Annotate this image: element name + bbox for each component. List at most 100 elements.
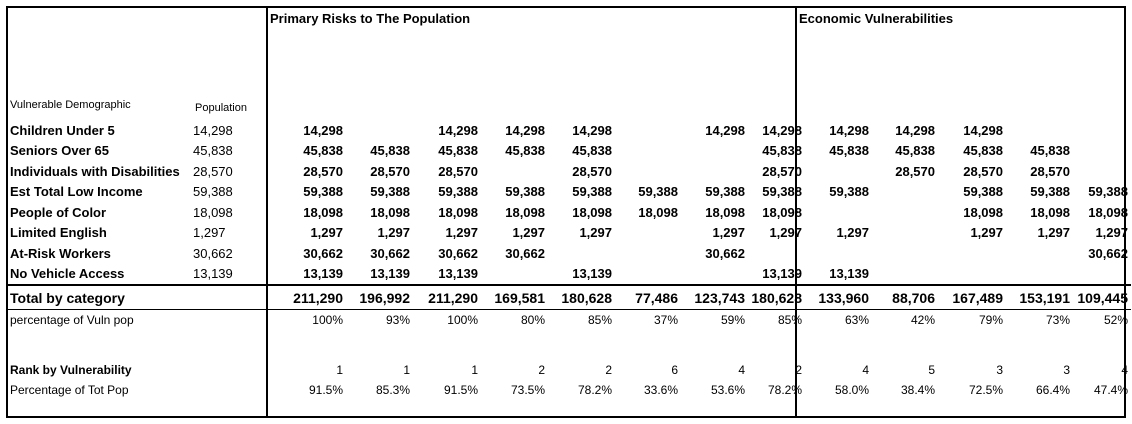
value-cell: 6 — [671, 362, 678, 377]
value-cell — [1006, 120, 1073, 141]
value-cell: 180,628 — [748, 284, 805, 310]
row-label: Seniors Over 65 — [10, 143, 109, 159]
population-cell — [193, 380, 267, 401]
row-label: No Vehicle Access — [10, 266, 125, 282]
value-cell: 1,297 — [512, 225, 545, 241]
row-label — [8, 331, 193, 360]
value-cell: 1,297 — [377, 225, 410, 241]
value-cell — [681, 264, 748, 286]
value-cell: 85% — [777, 313, 802, 328]
value-cell: 42% — [910, 313, 935, 328]
value-cell: 109,445 — [1073, 284, 1131, 310]
value-cell: 28,570 — [370, 163, 410, 179]
population-cell: 45,838 — [193, 143, 233, 159]
value-cell — [615, 331, 681, 360]
value-cell: 28,570 — [895, 163, 935, 179]
value-cell: 180,628 — [548, 284, 615, 310]
value-cell: 59,388 — [572, 184, 612, 200]
value-cell: 1,297 — [1037, 225, 1070, 241]
value-cell: 14,298 — [895, 122, 935, 138]
value-cell: 91.5% — [308, 383, 343, 398]
value-cell: 196,992 — [346, 284, 413, 310]
value-cell: 13,139 — [829, 266, 869, 282]
row-label: Individuals with Disabilities — [10, 163, 180, 179]
value-cell: 167,489 — [938, 284, 1006, 310]
population-cell — [193, 284, 267, 310]
table-row: No Vehicle Access 13,139 13,139 13,139 13,13… — [8, 264, 1131, 286]
value-cell: 59,388 — [370, 184, 410, 200]
value-cell: 66.4% — [1035, 383, 1070, 398]
value-cell: 52% — [1103, 313, 1128, 328]
value-cell: 45,838 — [829, 143, 869, 159]
value-cell — [1073, 331, 1131, 360]
value-cell — [938, 243, 1006, 264]
value-cell — [1006, 243, 1073, 264]
value-cell: 1,297 — [769, 225, 802, 241]
value-cell — [548, 331, 615, 360]
value-cell: 211,290 — [267, 284, 346, 310]
row-label: People of Color — [10, 204, 107, 220]
table-row: Individuals with Disabilities 28,570 28,57… — [8, 161, 1131, 182]
divider-primary-risks — [266, 6, 268, 418]
value-cell: 28,570 — [438, 163, 478, 179]
value-cell: 88,706 — [872, 284, 938, 310]
value-cell: 28,570 — [762, 163, 802, 179]
value-cell: 59,388 — [762, 184, 802, 200]
value-cell — [872, 264, 938, 286]
value-cell — [615, 120, 681, 141]
value-cell: 30,662 — [1088, 245, 1128, 261]
value-cell: 33.6% — [643, 383, 678, 398]
value-cell — [805, 161, 872, 182]
value-cell: 38.4% — [900, 383, 935, 398]
value-cell: 30,662 — [303, 245, 343, 261]
value-cell: 1,297 — [970, 225, 1003, 241]
value-cell: 18,098 — [303, 204, 343, 220]
value-cell: 45,838 — [895, 143, 935, 159]
value-cell: 4 — [862, 362, 869, 377]
value-cell: 59,388 — [1088, 184, 1128, 200]
rank-row: Rank by Vulnerability 1 1 1 2 2 6 4 2 4 5 3 3 4 — [8, 360, 1131, 381]
value-cell: 18,098 — [572, 204, 612, 220]
value-cell — [1073, 264, 1131, 286]
value-cell: 1,297 — [579, 225, 612, 241]
table-row: Est Total Low Income 59,388 59,388 59,388 59… — [8, 182, 1131, 203]
value-cell — [805, 202, 872, 223]
spacer-row — [8, 331, 1131, 360]
value-cell: 73.5% — [510, 383, 545, 398]
value-cell: 1 — [471, 362, 478, 377]
value-cell: 18,098 — [762, 204, 802, 220]
table-row: People of Color 18,098 18,098 18,098 18,098 1… — [8, 202, 1131, 223]
value-cell — [1073, 141, 1131, 162]
population-cell: 28,570 — [193, 163, 233, 179]
value-cell: 18,098 — [370, 204, 410, 220]
value-cell: 14,298 — [572, 122, 612, 138]
value-cell: 58.0% — [834, 383, 869, 398]
value-cell: 45,838 — [370, 143, 410, 159]
row-label: Limited English — [10, 225, 107, 241]
value-cell — [481, 331, 548, 360]
pct-vuln-row: percentage of Vuln pop 100% 93% 100% 80% 85% 3… — [8, 310, 1131, 331]
table-row: Limited English 1,297 1,297 1,297 1,297 1,297… — [8, 223, 1131, 244]
value-cell — [872, 202, 938, 223]
value-cell — [872, 223, 938, 244]
value-cell: 14,298 — [303, 122, 343, 138]
value-cell: 13,139 — [762, 266, 802, 282]
value-cell: 59,388 — [705, 184, 745, 200]
value-cell: 1 — [403, 362, 410, 377]
value-cell — [805, 331, 872, 360]
value-cell: 14,298 — [505, 122, 545, 138]
value-cell — [872, 331, 938, 360]
value-cell: 78.2% — [767, 383, 802, 398]
value-cell: 28,570 — [303, 163, 343, 179]
value-cell: 153,191 — [1006, 284, 1073, 310]
value-cell: 53.6% — [710, 383, 745, 398]
value-cell: 13,139 — [370, 266, 410, 282]
value-cell: 133,960 — [805, 284, 872, 310]
row-label: At-Risk Workers — [10, 245, 111, 261]
value-cell: 3 — [996, 362, 1003, 377]
row-label: Rank by Vulnerability — [10, 362, 132, 377]
value-cell: 77,486 — [615, 284, 681, 310]
value-cell: 85% — [587, 313, 612, 328]
total-row: Total by category 211,290 196,992 211,290 16… — [8, 284, 1131, 310]
value-cell — [681, 141, 748, 162]
